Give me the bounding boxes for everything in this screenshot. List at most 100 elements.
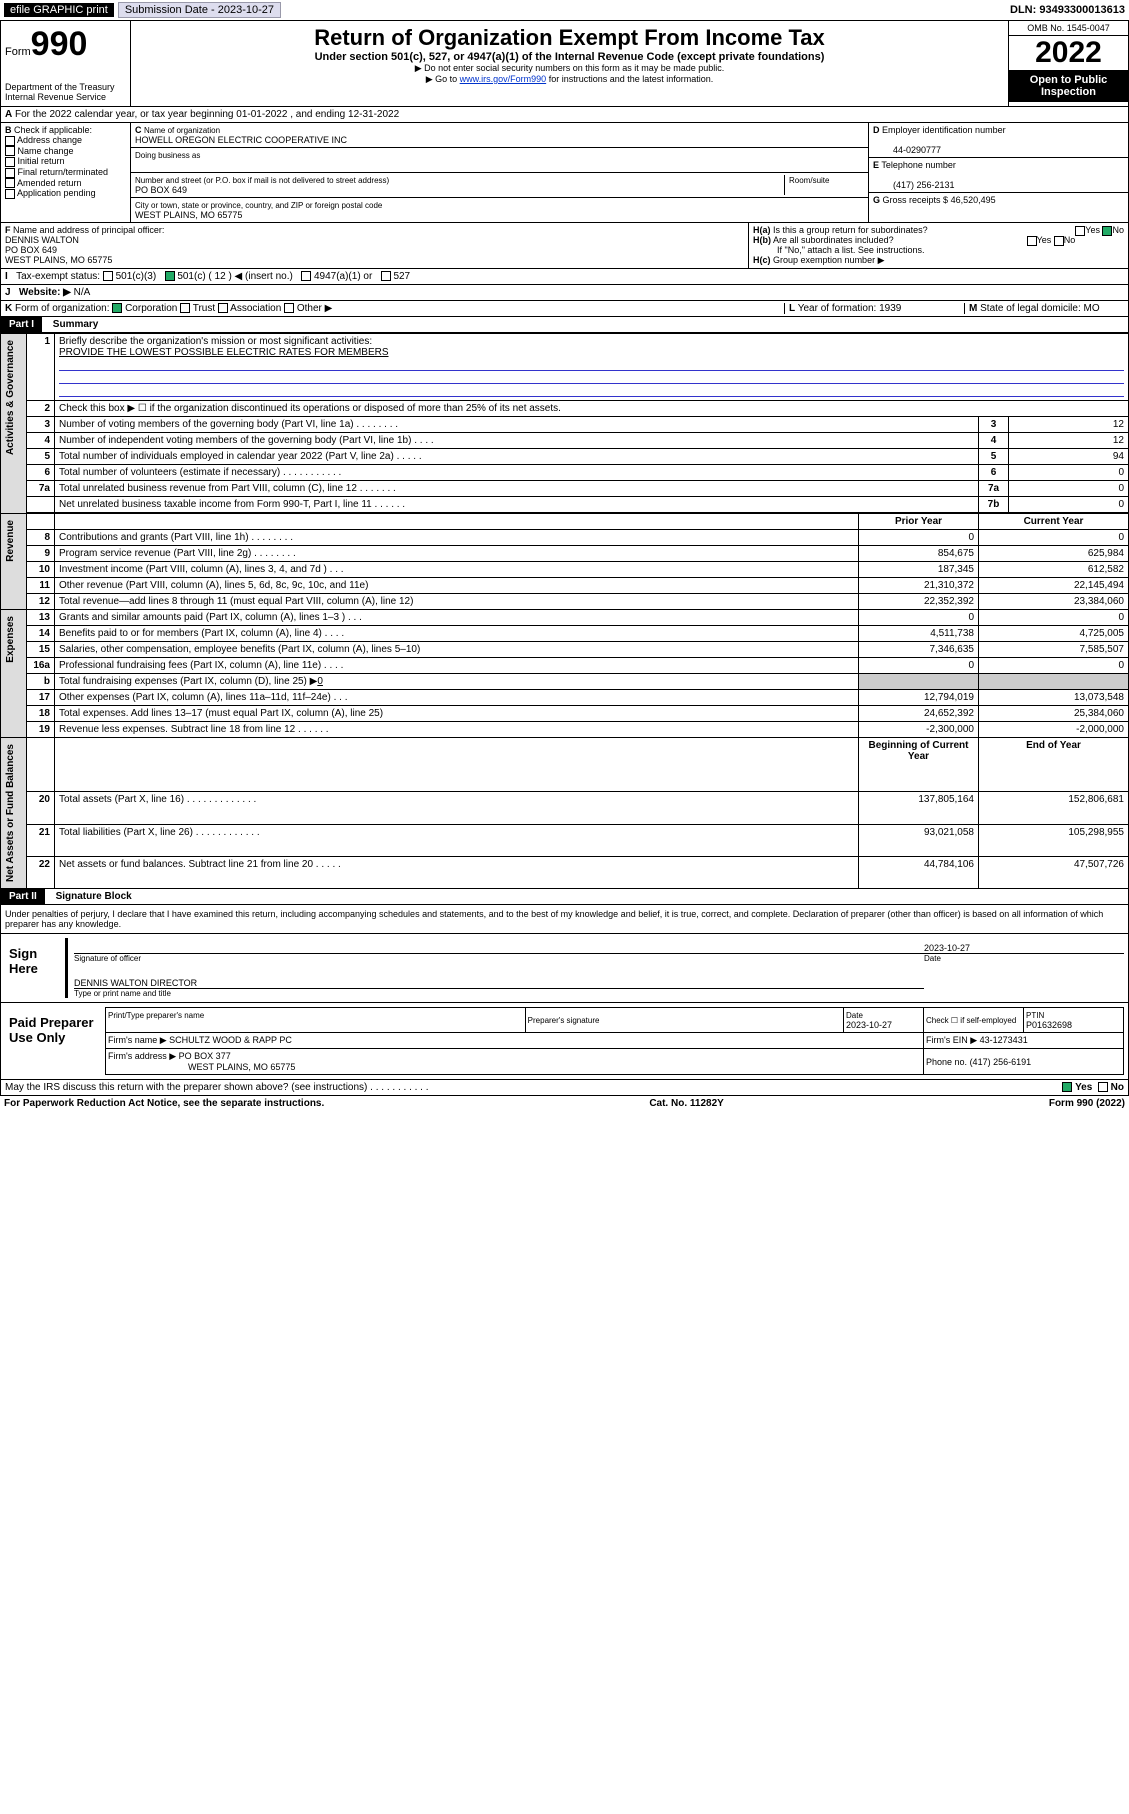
form-org-row: K Form of organization: Corporation Trus… bbox=[0, 301, 1129, 317]
val-4: 12 bbox=[1009, 433, 1129, 449]
ha-yes[interactable] bbox=[1075, 226, 1085, 236]
org-name-label: Name of organization bbox=[144, 126, 220, 135]
dln-text: DLN: 93493300013613 bbox=[1010, 4, 1125, 16]
val-19p: -2,300,000 bbox=[859, 722, 979, 738]
check-corp[interactable] bbox=[112, 303, 122, 313]
val-6: 0 bbox=[1009, 465, 1129, 481]
form-org-label: Form of organization: bbox=[15, 303, 110, 314]
prep-date: 2023-10-27 bbox=[846, 1020, 892, 1030]
side-net: Net Assets or Fund Balances bbox=[5, 740, 16, 886]
cat-number: Cat. No. 11282Y bbox=[649, 1098, 723, 1109]
hb-yes[interactable] bbox=[1027, 236, 1037, 246]
val-11p: 21,310,372 bbox=[859, 578, 979, 594]
check-assoc[interactable] bbox=[218, 303, 228, 313]
val-7b: 0 bbox=[1009, 497, 1129, 514]
side-rev: Revenue bbox=[5, 516, 16, 566]
val-17p: 12,794,019 bbox=[859, 690, 979, 706]
val-20p: 137,805,164 bbox=[859, 792, 979, 824]
officer-label: Name and address of principal officer: bbox=[13, 225, 164, 235]
firm-ein: 43-1273431 bbox=[980, 1035, 1028, 1045]
val-18c: 25,384,060 bbox=[979, 706, 1129, 722]
check-501c[interactable] bbox=[165, 271, 175, 281]
check-app-pending[interactable] bbox=[5, 189, 15, 199]
val-19c: -2,000,000 bbox=[979, 722, 1129, 738]
dept-label: Department of the Treasury bbox=[5, 82, 126, 92]
ein-label: Employer identification number bbox=[882, 125, 1006, 135]
room-label: Room/suite bbox=[789, 176, 829, 185]
officer-po: PO BOX 649 bbox=[5, 245, 57, 255]
check-address-change[interactable] bbox=[5, 136, 15, 146]
check-4947[interactable] bbox=[301, 271, 311, 281]
paid-prep-label: Paid Preparer Use Only bbox=[5, 1007, 105, 1075]
paid-preparer-block: Paid Preparer Use Only Print/Type prepar… bbox=[0, 1003, 1129, 1080]
hb-no[interactable] bbox=[1054, 236, 1064, 246]
sign-here-label: Sign Here bbox=[5, 938, 65, 998]
ptin-val: P01632698 bbox=[1026, 1020, 1072, 1030]
check-applicable-label: Check if applicable: bbox=[14, 125, 92, 135]
date-label: Date bbox=[924, 954, 1124, 963]
form990-link[interactable]: www.irs.gov/Form990 bbox=[460, 74, 547, 84]
part2-header: Part II Signature Block bbox=[0, 889, 1129, 905]
state-domicile: MO bbox=[1084, 303, 1100, 314]
val-13p: 0 bbox=[859, 610, 979, 626]
val-5: 94 bbox=[1009, 449, 1129, 465]
firm-addr2: WEST PLAINS, MO 65775 bbox=[108, 1062, 295, 1072]
val-10p: 187,345 bbox=[859, 562, 979, 578]
form-header: Form990 Department of the Treasury Inter… bbox=[0, 20, 1129, 107]
check-501c3[interactable] bbox=[103, 271, 113, 281]
website-row: J Website: ▶ N/A bbox=[0, 285, 1129, 301]
officer-grid: F Name and address of principal officer:… bbox=[0, 223, 1129, 269]
gross-amount: 46,520,495 bbox=[951, 195, 996, 205]
check-final-return[interactable] bbox=[5, 168, 15, 178]
period-row: A For the 2022 calendar year, or tax yea… bbox=[0, 107, 1129, 123]
val-13c: 0 bbox=[979, 610, 1129, 626]
footer: For Paperwork Reduction Act Notice, see … bbox=[0, 1096, 1129, 1111]
check-527[interactable] bbox=[381, 271, 391, 281]
submission-date-button[interactable]: Submission Date - 2023-10-27 bbox=[118, 2, 281, 18]
firm-name: SCHULTZ WOOD & RAPP PC bbox=[169, 1035, 292, 1045]
sig-officer-label: Signature of officer bbox=[74, 954, 924, 963]
efile-graphic-button[interactable]: efile GRAPHIC print bbox=[4, 3, 114, 17]
check-trust[interactable] bbox=[180, 303, 190, 313]
check-other[interactable] bbox=[284, 303, 294, 313]
sub-title-1: Under section 501(c), 527, or 4947(a)(1)… bbox=[135, 51, 1004, 63]
summary-table: Activities & Governance 1 Briefly descri… bbox=[0, 333, 1129, 889]
self-emp-check[interactable]: Check ☐ if self-employed bbox=[926, 1016, 1016, 1025]
phone-label: Telephone number bbox=[881, 160, 956, 170]
officer-city: WEST PLAINS, MO 65775 bbox=[5, 255, 112, 265]
val-12c: 23,384,060 bbox=[979, 594, 1129, 610]
check-amended[interactable] bbox=[5, 178, 15, 188]
identity-grid: B Check if applicable: Address change Na… bbox=[0, 123, 1129, 223]
check-initial-return[interactable] bbox=[5, 157, 15, 167]
hc-label: Group exemption number ▶ bbox=[773, 255, 884, 265]
discuss-no[interactable] bbox=[1098, 1082, 1108, 1092]
firm-addr: PO BOX 377 bbox=[179, 1051, 231, 1061]
val-22c: 47,507,726 bbox=[979, 856, 1129, 888]
val-14p: 4,511,738 bbox=[859, 626, 979, 642]
ha-no[interactable] bbox=[1102, 226, 1112, 236]
tax-status-label: Tax-exempt status: bbox=[16, 271, 100, 282]
addr-label: Number and street (or P.O. box if mail i… bbox=[135, 176, 389, 185]
val-3: 12 bbox=[1009, 417, 1129, 433]
phone: (417) 256-2131 bbox=[873, 180, 955, 190]
tax-year: 2022 bbox=[1009, 36, 1128, 70]
main-title: Return of Organization Exempt From Incom… bbox=[135, 25, 1004, 51]
year-formation: 1939 bbox=[879, 303, 901, 314]
form-ref: Form 990 (2022) bbox=[1049, 1098, 1125, 1109]
val-16b: 0 bbox=[317, 676, 323, 687]
irs-label: Internal Revenue Service bbox=[5, 92, 126, 102]
val-18p: 24,652,392 bbox=[859, 706, 979, 722]
po-box: PO BOX 649 bbox=[135, 185, 187, 195]
val-15c: 7,585,507 bbox=[979, 642, 1129, 658]
val-15p: 7,346,635 bbox=[859, 642, 979, 658]
discuss-yes[interactable] bbox=[1062, 1082, 1072, 1092]
website-label: Website: ▶ bbox=[19, 287, 71, 298]
perjury-text: Under penalties of perjury, I declare th… bbox=[0, 905, 1129, 934]
check-name-change[interactable] bbox=[5, 146, 15, 156]
part1-header: Part I Summary bbox=[0, 317, 1129, 333]
hb-note: If "No," attach a list. See instructions… bbox=[753, 245, 924, 255]
sign-here-block: Sign Here Signature of officer DENNIS WA… bbox=[0, 934, 1129, 1003]
dba-label: Doing business as bbox=[135, 151, 200, 160]
officer-name: DENNIS WALTON bbox=[5, 235, 79, 245]
line2: Check this box ▶ ☐ if the organization d… bbox=[55, 401, 1129, 417]
